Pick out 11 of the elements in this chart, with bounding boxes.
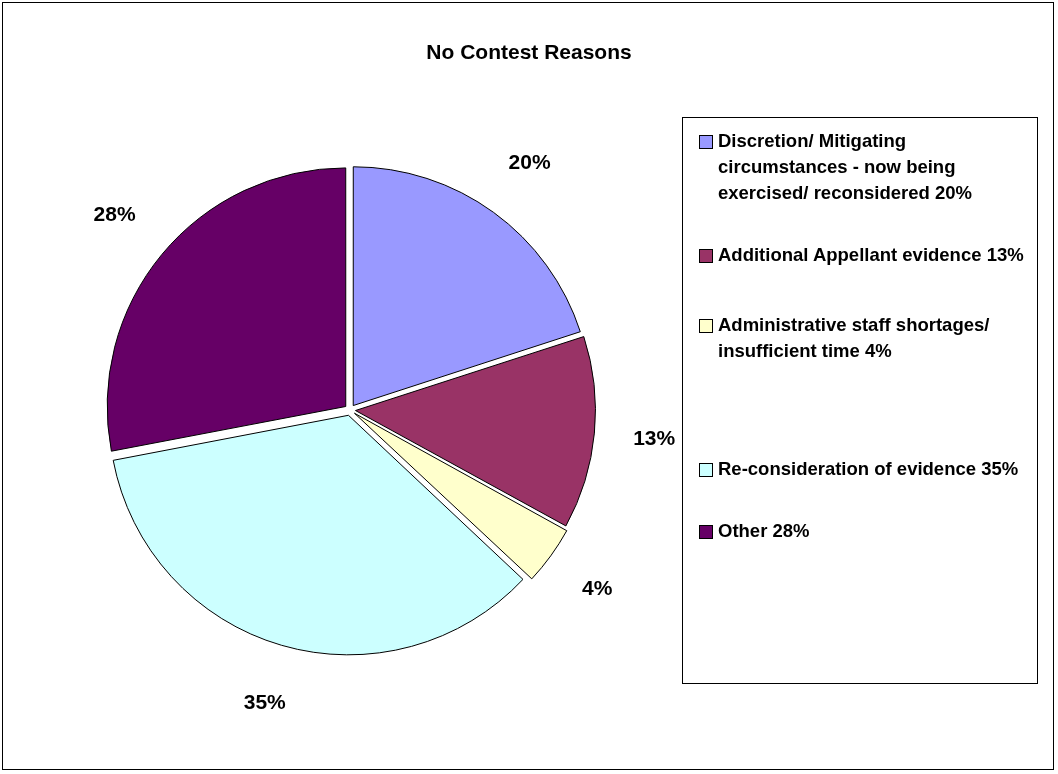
legend-label: Other 28% (718, 519, 810, 543)
data-label: 20% (508, 149, 551, 173)
legend-label: Additional Appellant evidence 13% (718, 243, 1024, 267)
legend-label: Administrative staff shortages/ insufficient time 4% (718, 313, 991, 363)
chart-title: No Contest Reasons (425, 40, 633, 64)
data-label: 13% (633, 425, 676, 449)
data-label: 28% (93, 202, 136, 226)
data-label: 4% (581, 576, 613, 600)
legend-label: Re-consideration of evidence 35% (718, 457, 1019, 481)
legend-label: Discretion/ Mitigating circumstances - now being exercised/ reconsidered 20% (718, 129, 973, 205)
data-label: 35% (243, 690, 287, 714)
